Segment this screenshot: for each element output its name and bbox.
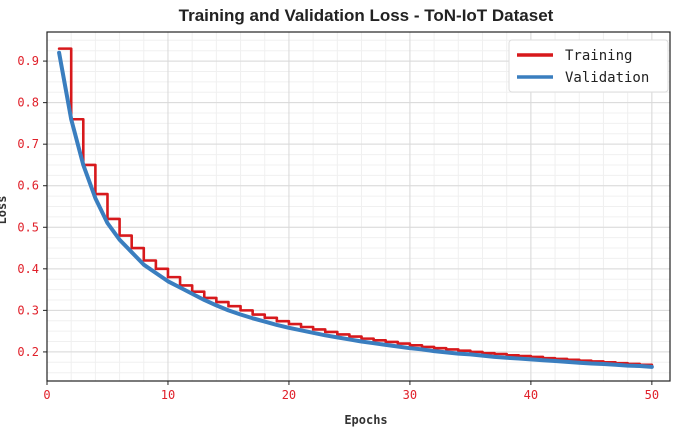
x-tick-label: 20 (282, 388, 296, 402)
chart-title: Training and Validation Loss - ToN-IoT D… (179, 6, 554, 25)
y-tick-label: 0.8 (17, 96, 39, 110)
y-axis-label: Loss (0, 196, 9, 225)
x-tick-label: 40 (524, 388, 538, 402)
x-tick-label: 0 (43, 388, 50, 402)
y-tick-label: 0.2 (17, 345, 39, 359)
y-tick-label: 0.5 (17, 220, 39, 234)
series-line-validation (57, 50, 654, 369)
y-tick-label: 0.6 (17, 179, 39, 193)
grid (46, 32, 670, 381)
y-tick-label: 0.3 (17, 303, 39, 317)
x-axis-label: Epochs (344, 413, 387, 427)
y-tick-label: 0.9 (17, 54, 39, 68)
y-tick-label: 0.4 (17, 262, 39, 276)
y-tick-label: 0.7 (17, 137, 39, 151)
legend-box (508, 39, 669, 93)
legend: Training Validation (508, 39, 669, 93)
plot-frame (46, 31, 671, 382)
legend-label-training: Training (565, 48, 632, 64)
axis-ticks: 0 10 20 30 40 50 0.2 0.3 0.4 0.5 0.6 0.7 0.8 0.9 (17, 54, 659, 402)
legend-label-validation: Validation (565, 70, 649, 86)
x-tick-label: 50 (645, 388, 659, 402)
x-tick-label: 30 (403, 388, 417, 402)
series-line-training (57, 47, 654, 367)
series-lines (57, 47, 654, 369)
x-tick-label: 10 (161, 388, 175, 402)
